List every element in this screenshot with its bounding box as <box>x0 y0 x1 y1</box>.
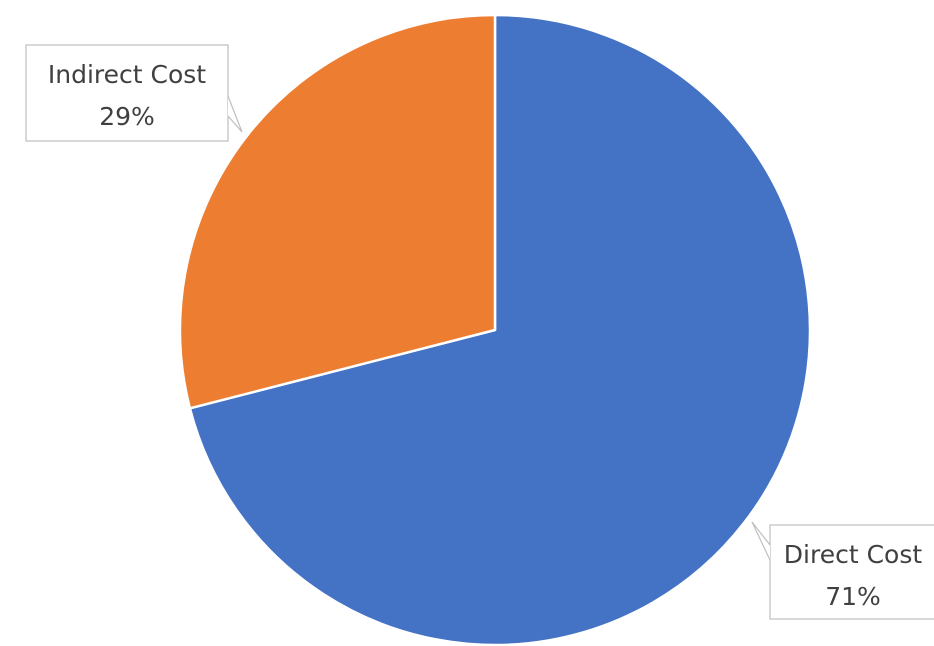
callout-pointer <box>751 521 771 561</box>
slice-category-label: Indirect Cost <box>48 60 206 89</box>
slice-percent-label: 29% <box>99 102 155 131</box>
slice-percent-label: 71% <box>825 582 881 611</box>
slice-category-label: Direct Cost <box>784 540 923 569</box>
callout-indirect-cost: Indirect Cost 29% <box>25 44 243 142</box>
pie-slices <box>178 13 812 646</box>
callout-direct-cost: Direct Cost 71% <box>751 521 934 620</box>
callout-box <box>769 524 934 620</box>
pie-slice-direct-cost <box>188 13 812 646</box>
callout-pointer <box>227 95 243 133</box>
pie-callout-labels: Direct Cost 71% Indirect Cost 29% <box>25 44 934 620</box>
callout-box <box>25 44 229 142</box>
pie-slice-indirect-cost <box>178 13 497 410</box>
